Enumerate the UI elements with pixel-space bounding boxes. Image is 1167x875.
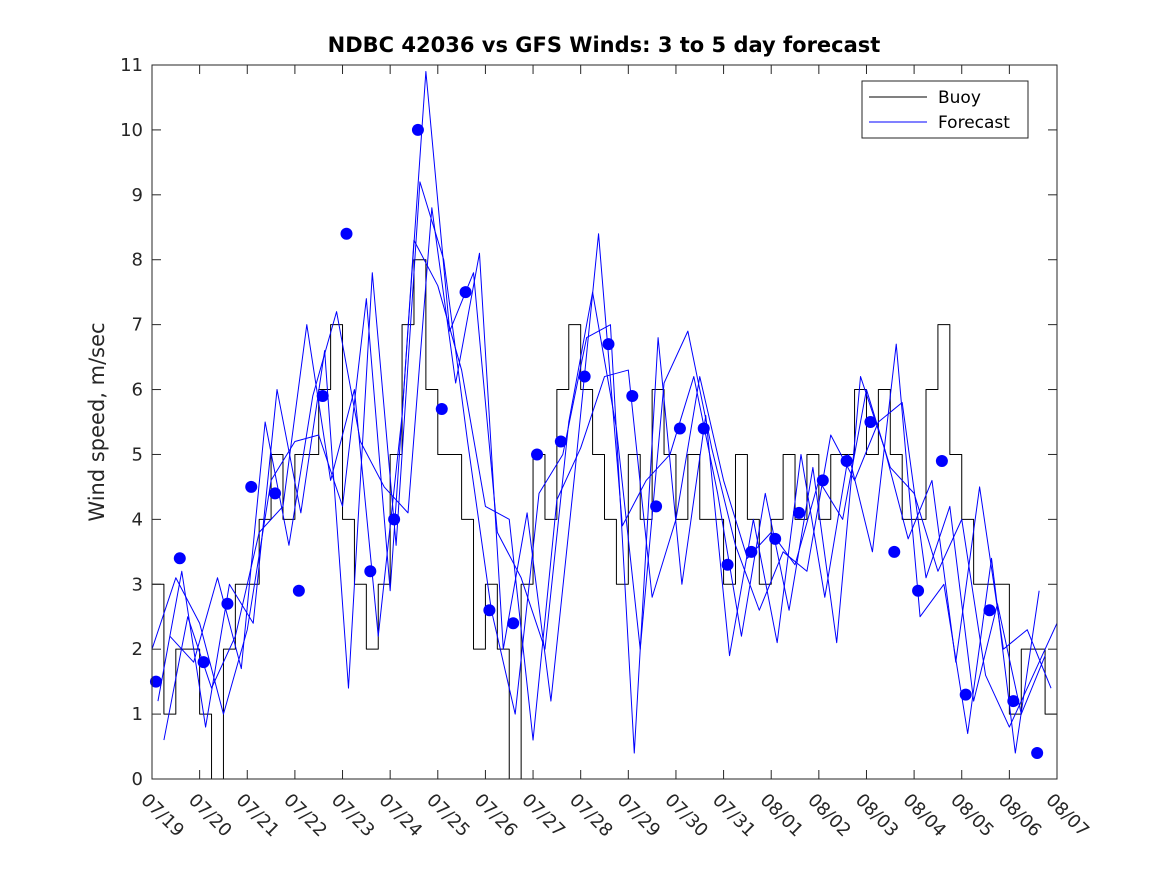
forecast-line-3	[157, 181, 1040, 754]
y-tick-label: 6	[132, 380, 143, 401]
forecast-markers	[149, 123, 1044, 760]
forecast-marker	[697, 422, 710, 435]
y-tick-label: 5	[132, 444, 143, 465]
forecast-marker	[935, 454, 948, 467]
y-axis: 0 1 2 3 4 5 6 7 8 9 10 11	[120, 55, 1057, 790]
y-tick-label: 8	[132, 250, 143, 271]
forecast-marker	[816, 474, 829, 487]
forecast-marker	[959, 688, 972, 701]
y-tick-label: 10	[120, 120, 143, 141]
forecast-marker	[149, 675, 162, 688]
forecast-marker	[721, 558, 734, 571]
forecast-marker	[983, 604, 996, 617]
forecast-marker	[531, 448, 544, 461]
forecast-marker	[435, 403, 448, 416]
forecast-marker	[459, 286, 472, 299]
forecast-marker	[507, 617, 520, 630]
y-tick-label: 3	[132, 574, 143, 595]
y-tick-label: 1	[132, 704, 143, 725]
legend-box	[861, 80, 1029, 139]
forecast-line-4	[169, 207, 1052, 702]
forecast-marker	[1007, 695, 1020, 708]
forecast-marker	[221, 597, 234, 610]
forecast-marker	[554, 435, 567, 448]
forecast-line-2	[163, 70, 1046, 741]
forecast-marker	[864, 416, 877, 428]
forecast-marker	[769, 532, 782, 545]
forecast-marker	[197, 656, 210, 669]
chart-title: NDBC 42036 vs GFS Winds: 3 to 5 day fore…	[328, 33, 881, 57]
forecast-marker	[173, 552, 186, 565]
axes-box	[151, 64, 1058, 780]
buoy-line	[152, 259, 1057, 780]
forecast-marker	[340, 227, 353, 240]
y-tick-label: 7	[132, 315, 143, 336]
forecast-marker	[316, 390, 329, 403]
forecast-marker	[292, 584, 305, 597]
forecast-marker	[483, 604, 496, 617]
legend-label-forecast: Forecast	[938, 113, 1010, 133]
forecast-marker	[840, 454, 853, 467]
y-tick-label: 9	[132, 185, 143, 206]
forecast-marker	[364, 565, 377, 578]
y-tick-label: 11	[120, 55, 143, 76]
forecast-marker	[888, 545, 901, 558]
forecast-line-1	[151, 239, 1058, 741]
forecast-marker	[793, 506, 805, 519]
y-tick-label: 0	[132, 769, 143, 790]
forecast-marker	[650, 500, 663, 513]
forecast-marker	[269, 487, 282, 500]
forecast-marker	[245, 480, 258, 493]
plot-area	[152, 65, 1057, 779]
legend: Buoy Forecast	[861, 80, 1029, 139]
forecast-marker	[388, 513, 401, 526]
forecast-marker	[673, 422, 686, 435]
forecast-marker	[745, 545, 758, 558]
legend-label-buoy: Buoy	[938, 88, 981, 108]
series-layer	[149, 70, 1058, 780]
y-tick-label: 4	[132, 509, 143, 530]
forecast-marker	[602, 338, 615, 351]
forecast-marker	[626, 390, 639, 403]
forecast-marker	[912, 584, 925, 597]
y-axis-label: Wind speed, m/sec	[85, 322, 109, 521]
y-tick-label: 2	[132, 639, 143, 660]
forecast-marker	[578, 370, 591, 383]
forecast-marker	[411, 123, 424, 136]
forecast-marker	[1031, 747, 1044, 760]
